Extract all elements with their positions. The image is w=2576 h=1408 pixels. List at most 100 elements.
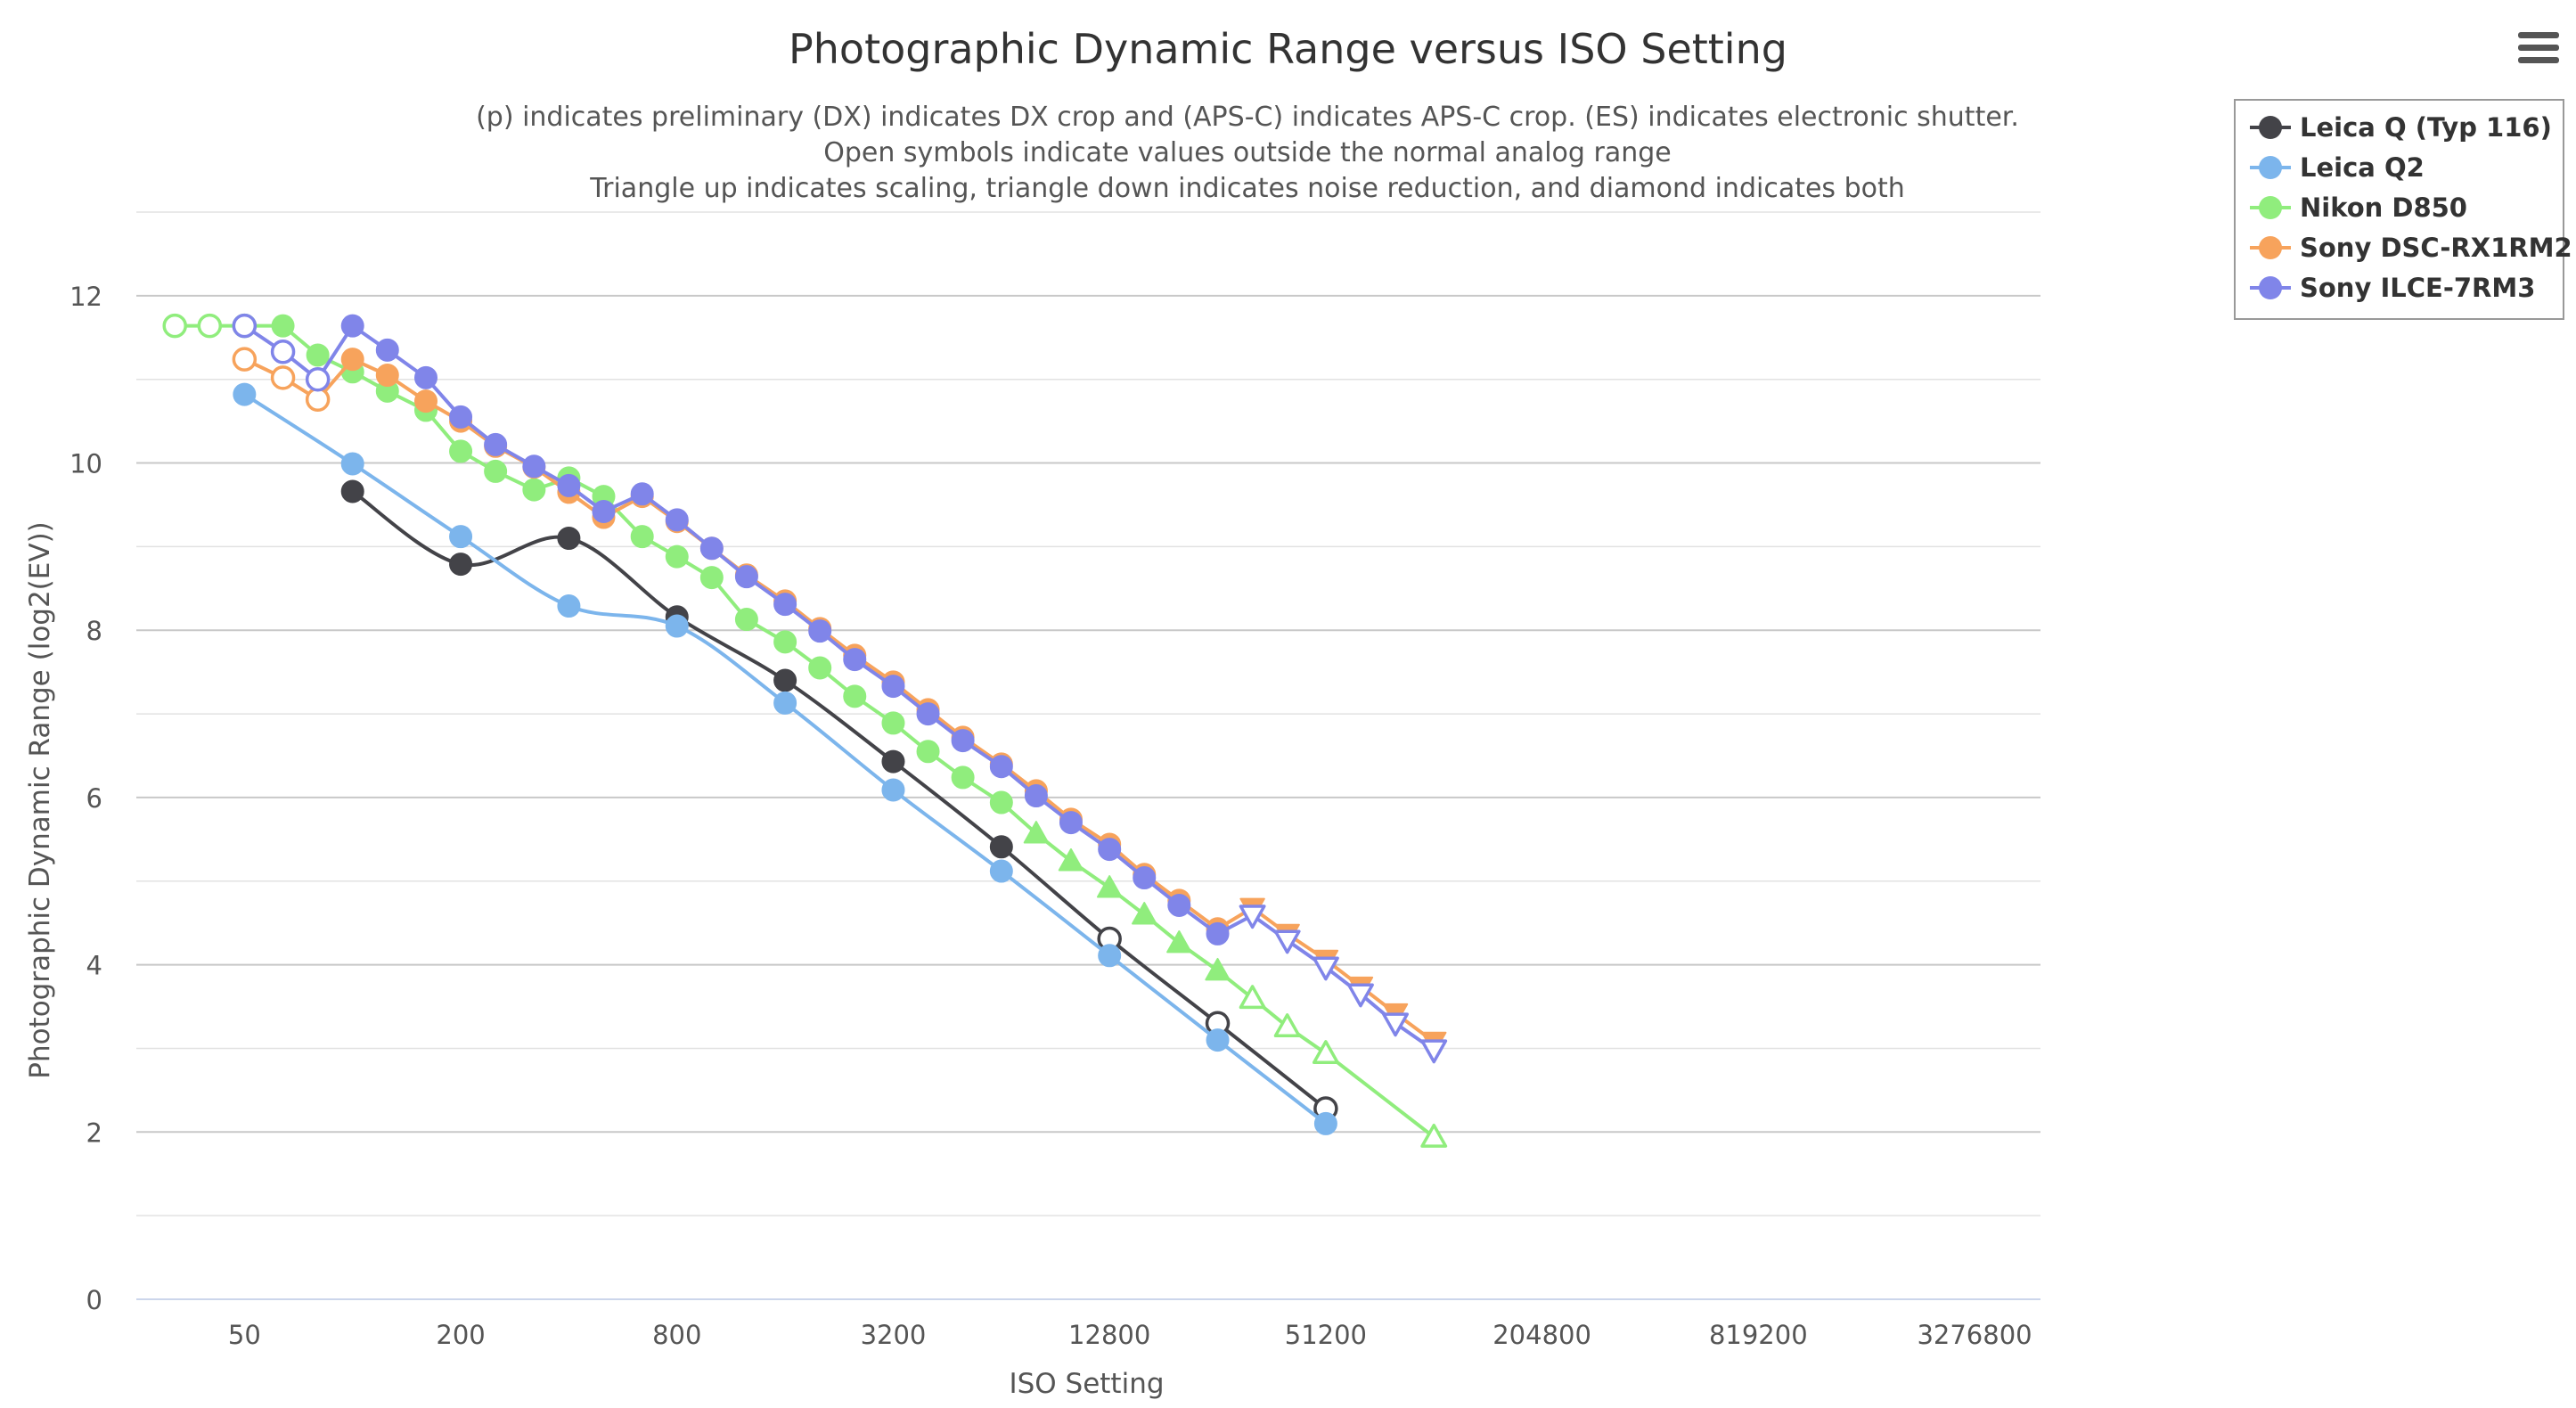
data-point-nikon-d850: [699, 566, 724, 590]
data-point-sony-ilce-7rm3: [592, 499, 616, 523]
chart-title: Photographic Dynamic Range versus ISO Se…: [789, 25, 1787, 73]
data-point-nikon-d850: [271, 314, 295, 338]
data-point-nikon-d850: [1132, 902, 1157, 925]
series-layer: [162, 313, 1448, 1148]
data-point-nikon-d850: [881, 711, 905, 735]
y-axis-title: Photographic Dynamic Range (log2(EV)): [24, 521, 56, 1079]
data-point-leica-q2: [449, 525, 473, 549]
series-leica-q2: [233, 382, 1337, 1135]
legend-marker: [2259, 236, 2282, 259]
data-point-sony-ilce-7rm3: [340, 314, 364, 338]
data-point-sony-ilce-7rm3: [989, 755, 1013, 779]
data-point-sony-dsc-rx1rm2: [340, 348, 364, 372]
data-point-sony-ilce-7rm3: [808, 619, 832, 643]
data-point-sony-dsc-rx1rm2: [375, 364, 399, 387]
legend-marker: [2259, 276, 2282, 299]
data-point-nikon-d850: [1058, 848, 1084, 872]
series-line-sony-dsc-rx1rm2: [243, 357, 1435, 1044]
data-point-nikon-d850: [989, 790, 1013, 815]
x-tick-label: 819200: [1709, 1320, 1808, 1350]
data-point-nikon-d850: [665, 544, 689, 569]
legend-symbol-nikon-d850: [2250, 196, 2291, 219]
series-line-sony-ilce-7rm3: [243, 323, 1435, 1052]
chart-subtitle-line-2: Open symbols indicate values outside the…: [823, 137, 1672, 168]
data-point-sony-ilce-7rm3: [699, 536, 724, 561]
data-point-nikon-d850: [306, 343, 330, 367]
data-point-sony-ilce-7rm3: [375, 338, 399, 362]
legend-symbol-leica-q-typ-116: [2250, 116, 2291, 139]
series-sony-dsc-rx1rm2: [232, 347, 1447, 1055]
y-tick-label: 4: [86, 951, 102, 981]
data-point-sony-ilce-7rm3: [484, 432, 508, 456]
data-point-leica-q2: [1206, 1028, 1230, 1052]
legend-item-sony-dsc-rx1rm2[interactable]: Sony DSC-RX1RM2: [2248, 230, 2572, 266]
data-point-sony-ilce-7rm3: [1098, 838, 1122, 862]
data-point-nikon-d850: [773, 630, 797, 654]
legend-symbol-sony-ilce-7rm3: [2250, 276, 2291, 299]
data-point-sony-ilce-7rm3: [413, 365, 438, 389]
data-point-leica-q2: [1313, 1111, 1337, 1135]
x-tick-label: 50: [228, 1320, 261, 1350]
data-point-nikon-d850: [197, 313, 223, 339]
data-point-sony-ilce-7rm3: [951, 729, 975, 753]
x-axis-title: ISO Setting: [1009, 1368, 1164, 1400]
data-point-leica-q-typ-116: [557, 527, 581, 550]
legend-label: Nikon D850: [2300, 192, 2467, 223]
legend-item-sony-ilce-7rm3[interactable]: Sony ILCE-7RM3: [2248, 270, 2560, 306]
legend-item-leica-q2[interactable]: Leica Q2: [2248, 150, 2560, 185]
series-line-leica-q-typ-116: [351, 489, 1328, 1110]
legend-item-leica-q-typ-116[interactable]: Leica Q (Typ 116): [2248, 110, 2560, 145]
data-point-sony-dsc-rx1rm2: [305, 387, 331, 412]
legend: Leica Q (Typ 116) Leica Q2 Nikon D850 Sony …: [2234, 99, 2572, 320]
data-point-nikon-d850: [951, 765, 975, 790]
data-point-sony-ilce-7rm3: [665, 508, 689, 532]
x-tick-label: 3200: [861, 1320, 927, 1350]
data-point-sony-ilce-7rm3: [881, 675, 905, 699]
chart-subtitle-line-3: Triangle up indicates scaling, triangle …: [590, 173, 1905, 204]
x-tick-label: 12800: [1068, 1320, 1150, 1350]
data-point-sony-ilce-7rm3: [1024, 784, 1048, 808]
data-point-nikon-d850: [843, 684, 867, 708]
data-point-leica-q2: [233, 382, 257, 406]
data-point-sony-ilce-7rm3: [270, 339, 296, 364]
legend-marker: [2259, 196, 2282, 219]
data-point-leica-q-typ-116: [449, 553, 473, 577]
hamburger-menu-icon[interactable]: [2518, 32, 2559, 73]
data-point-leica-q-typ-116: [773, 668, 797, 692]
x-tick-label: 200: [436, 1320, 485, 1350]
data-point-leica-q-typ-116: [340, 479, 364, 503]
data-point-leica-q2: [881, 778, 905, 802]
data-point-sony-ilce-7rm3: [1382, 1012, 1409, 1037]
legend-label: Sony ILCE-7RM3: [2300, 273, 2536, 303]
y-tick-label: 0: [86, 1285, 102, 1315]
data-point-sony-ilce-7rm3: [1206, 921, 1230, 945]
legend-marker: [2259, 156, 2282, 179]
data-point-leica-q2: [340, 452, 364, 476]
data-point-sony-ilce-7rm3: [305, 366, 331, 392]
data-point-sony-ilce-7rm3: [1167, 893, 1191, 917]
data-point-sony-ilce-7rm3: [449, 405, 473, 429]
data-point-sony-dsc-rx1rm2: [413, 389, 438, 413]
data-point-nikon-d850: [734, 608, 758, 632]
data-point-leica-q2: [989, 859, 1013, 883]
series-line-nikon-d850: [175, 323, 1435, 1139]
data-point-nikon-d850: [1312, 1040, 1339, 1065]
data-point-sony-ilce-7rm3: [232, 313, 258, 339]
y-tick-label: 6: [86, 783, 102, 814]
data-point-sony-ilce-7rm3: [1312, 956, 1339, 981]
data-point-leica-q2: [773, 691, 797, 715]
data-point-leica-q2: [557, 594, 581, 618]
x-tick-label: 3276800: [1917, 1320, 2032, 1350]
data-point-sony-ilce-7rm3: [522, 454, 546, 479]
data-point-sony-ilce-7rm3: [916, 702, 940, 726]
data-point-nikon-d850: [522, 478, 546, 502]
legend-label: Leica Q (Typ 116): [2300, 112, 2552, 143]
grid-lines: [136, 211, 2040, 1216]
data-point-nikon-d850: [162, 313, 187, 339]
data-point-nikon-d850: [1273, 1013, 1301, 1038]
legend-item-nikon-d850[interactable]: Nikon D850: [2248, 190, 2560, 225]
legend-symbol-leica-q2: [2250, 156, 2291, 179]
data-point-nikon-d850: [1420, 1123, 1448, 1148]
data-point-nikon-d850: [1166, 930, 1192, 954]
